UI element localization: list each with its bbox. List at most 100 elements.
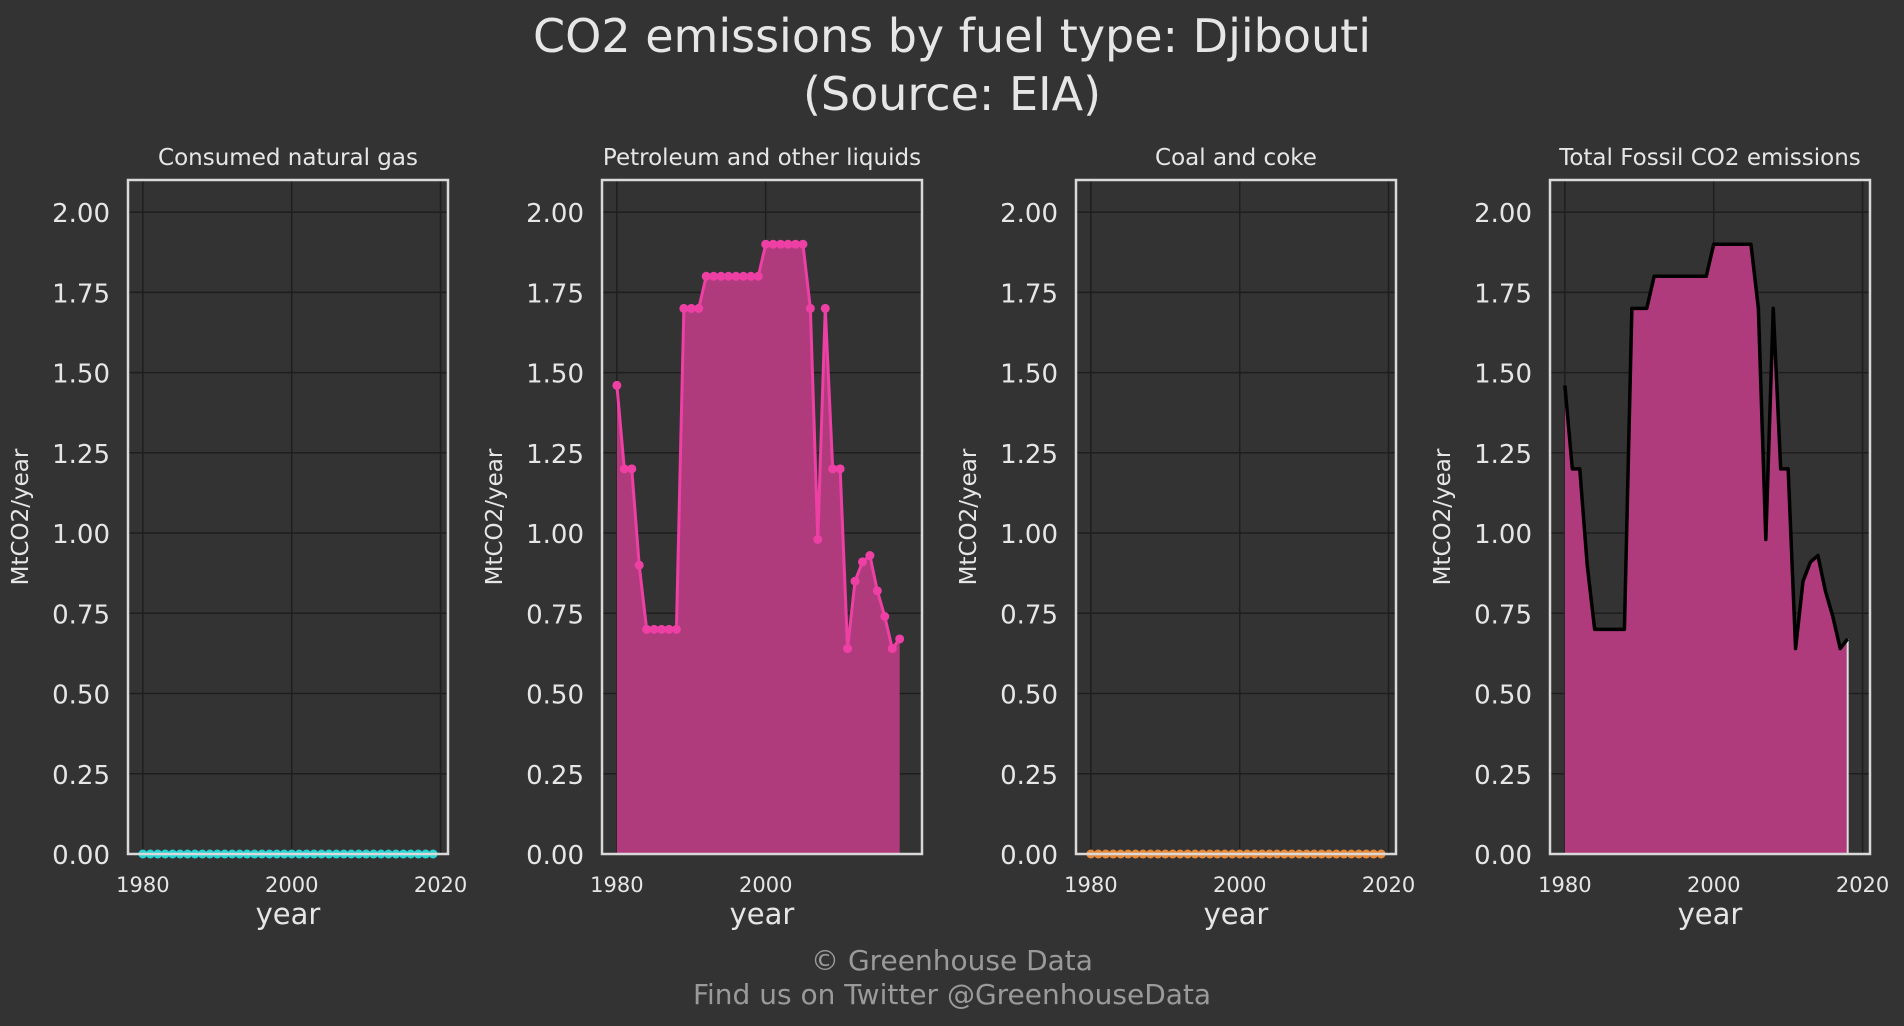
y-tick-label: 1.75 — [1000, 279, 1058, 309]
data-point — [657, 624, 667, 634]
data-point — [731, 271, 741, 281]
data-point — [753, 271, 763, 281]
y-tick-label: 1.75 — [526, 279, 584, 309]
panel-title: Petroleum and other liquids — [603, 145, 921, 171]
data-point — [857, 557, 867, 567]
x-axis-label: year — [730, 897, 795, 931]
data-point — [746, 271, 756, 281]
y-tick-label: 0.25 — [1474, 761, 1532, 791]
y-tick-label: 1.50 — [1474, 360, 1532, 390]
y-axis-label: MtCO2/year — [482, 448, 508, 585]
panel-border — [1074, 178, 1398, 856]
y-tick-label: 1.00 — [1000, 520, 1058, 550]
data-point — [679, 303, 689, 313]
y-axis-label: MtCO2/year — [956, 448, 982, 585]
y-tick-label: 0.25 — [52, 761, 110, 791]
y-tick-label: 0.75 — [526, 600, 584, 630]
data-point — [612, 380, 622, 390]
data-point — [850, 576, 860, 586]
x-tick-label: 2000 — [1687, 873, 1740, 897]
x-axis-label: year — [1678, 897, 1743, 931]
data-point — [694, 303, 704, 313]
y-tick-label: 0.75 — [52, 600, 110, 630]
panel-title: Consumed natural gas — [158, 145, 418, 171]
data-point — [738, 271, 748, 281]
footer-twitter: Find us on Twitter @GreenhouseData — [693, 978, 1211, 1011]
data-point — [686, 303, 696, 313]
y-tick-label: 2.00 — [1474, 199, 1532, 229]
data-point — [820, 303, 830, 313]
data-point — [813, 534, 823, 544]
panel-title: Coal and coke — [1155, 145, 1317, 171]
data-point — [716, 271, 726, 281]
y-tick-label: 1.25 — [52, 440, 110, 470]
y-tick-label: 0.50 — [52, 681, 110, 711]
y-tick-label: 0.00 — [526, 841, 584, 871]
y-tick-label: 0.25 — [526, 761, 584, 791]
data-point — [798, 239, 808, 249]
y-tick-label: 1.50 — [526, 360, 584, 390]
figure-title-line2: (Source: EIA) — [803, 67, 1101, 121]
panel-border — [126, 178, 450, 856]
x-tick-label: 2000 — [265, 873, 318, 897]
y-tick-label: 0.00 — [1000, 841, 1058, 871]
data-point — [865, 551, 875, 561]
data-point — [701, 271, 711, 281]
y-axis-label: MtCO2/year — [1430, 448, 1456, 585]
y-tick-label: 2.00 — [52, 199, 110, 229]
data-point — [671, 624, 681, 634]
data-point — [843, 644, 853, 654]
data-point — [783, 239, 793, 249]
y-tick-label: 1.50 — [52, 360, 110, 390]
data-point — [634, 560, 644, 570]
data-point — [761, 239, 771, 249]
y-tick-label: 0.00 — [1474, 841, 1532, 871]
y-tick-label: 0.50 — [1000, 681, 1058, 711]
y-tick-label: 1.50 — [1000, 360, 1058, 390]
y-tick-label: 2.00 — [526, 199, 584, 229]
x-tick-label: 1980 — [1538, 873, 1591, 897]
panel-border — [600, 178, 924, 856]
y-tick-label: 0.75 — [1474, 600, 1532, 630]
footer-copyright: © Greenhouse Data — [811, 944, 1093, 977]
data-point — [805, 303, 815, 313]
x-tick-label: 1980 — [590, 873, 643, 897]
x-tick-label: 2020 — [414, 873, 467, 897]
data-point — [880, 611, 890, 621]
data-point — [895, 634, 905, 644]
panel-coal: 0.00 0.25 0.50 0.75 1.00 1.25 1.50 1.75 2.00 1980… — [956, 145, 1415, 931]
x-tick-label: 2020 — [1836, 873, 1889, 897]
data-point — [887, 644, 897, 654]
panels-group: 0.00 0.25 0.50 0.75 1.00 1.25 1.50 1.75 2.00 1980… — [8, 145, 1889, 931]
y-tick-label: 1.25 — [526, 440, 584, 470]
x-tick-label: 2020 — [1362, 873, 1415, 897]
x-axis-label: year — [256, 897, 321, 931]
data-point — [835, 464, 845, 474]
panel-petroleum: 0.00 0.25 0.50 0.75 1.00 1.25 1.50 1.75 2.00 1980… — [482, 145, 924, 931]
data-point — [664, 624, 674, 634]
data-point — [724, 271, 734, 281]
data-point — [649, 624, 659, 634]
y-tick-label: 1.00 — [1474, 520, 1532, 550]
panel-total: 0.00 0.25 0.50 0.75 1.00 1.25 1.50 1.75 2.00 1980… — [1430, 145, 1889, 931]
data-point — [642, 624, 652, 634]
x-tick-label: 1980 — [116, 873, 169, 897]
y-tick-label: 0.50 — [526, 681, 584, 711]
x-tick-label: 1980 — [1064, 873, 1117, 897]
x-tick-label: 2000 — [1213, 873, 1266, 897]
y-tick-label: 0.25 — [1000, 761, 1058, 791]
x-axis-label: year — [1204, 897, 1269, 931]
panel-title: Total Fossil CO2 emissions — [1558, 145, 1861, 171]
data-point — [619, 464, 629, 474]
panel-natural-gas: 0.00 0.25 0.50 0.75 1.00 1.25 1.50 1.75 2.00 1980… — [8, 145, 467, 931]
y-axis-label: MtCO2/year — [8, 448, 34, 585]
y-tick-label: 0.50 — [1474, 681, 1532, 711]
y-tick-label: 0.00 — [52, 841, 110, 871]
y-tick-label: 1.00 — [52, 520, 110, 550]
data-point — [768, 239, 778, 249]
data-point — [709, 271, 719, 281]
data-point — [790, 239, 800, 249]
y-tick-label: 1.25 — [1474, 440, 1532, 470]
panel-border — [1548, 178, 1872, 856]
